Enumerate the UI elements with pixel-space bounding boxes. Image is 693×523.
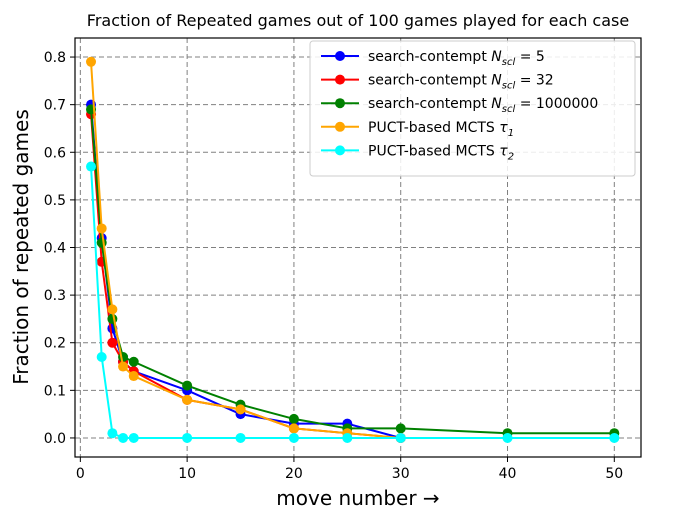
legend-marker <box>335 74 345 85</box>
y-tick-label: 0.7 <box>44 98 66 114</box>
chart-title: Fraction of Repeated games out of 100 ga… <box>87 11 629 30</box>
x-axis-label: move number → <box>276 486 439 510</box>
series-3 <box>86 56 406 443</box>
data-point <box>86 56 97 67</box>
data-point <box>107 313 118 324</box>
y-tick-label: 0.6 <box>44 145 66 161</box>
data-point <box>128 356 139 367</box>
x-tick-label: 20 <box>285 466 303 482</box>
legend-label-sub: scl <box>502 81 516 92</box>
data-point <box>118 352 129 363</box>
legend: search-contempt Nscl = 5search-contempt … <box>309 40 636 177</box>
legend-entry-2: search-contempt Nscl = 1000000 <box>321 96 598 115</box>
series-line <box>90 166 615 439</box>
x-tick-label: 50 <box>605 466 623 482</box>
y-tick-label: 0.1 <box>44 383 66 399</box>
data-point <box>235 432 246 443</box>
x-tick-label: 0 <box>76 466 85 482</box>
data-point <box>182 380 193 391</box>
data-point <box>107 428 118 439</box>
data-point <box>288 413 299 424</box>
legend-label-main: PUCT-based MCTS <box>368 120 499 136</box>
legend-marker <box>335 51 345 61</box>
legend-label-rest: = 32 <box>515 73 553 89</box>
series-4 <box>86 161 620 443</box>
data-point <box>86 161 97 172</box>
data-point <box>288 432 299 443</box>
legend-label-var: N <box>491 49 502 65</box>
legend-label-sub: scl <box>502 57 516 68</box>
data-point <box>118 361 129 372</box>
y-tick-label: 0.0 <box>44 431 66 447</box>
data-point <box>395 432 406 443</box>
legend-entry-3: PUCT-based MCTS τ1 <box>321 120 514 139</box>
legend-entry-0: search-contempt Nscl = 5 <box>321 49 545 68</box>
x-tick-label: 10 <box>178 466 196 482</box>
legend-label-rest: = 1000000 <box>515 96 598 112</box>
data-point <box>502 432 513 443</box>
series-line <box>90 61 401 439</box>
legend-label-sub: 2 <box>508 151 514 162</box>
data-point <box>235 404 246 415</box>
y-tick-label: 0.4 <box>44 241 66 257</box>
data-point <box>107 304 118 315</box>
legend-marker <box>335 121 345 132</box>
y-tick-label: 0.5 <box>44 193 66 209</box>
series-layer <box>86 56 620 443</box>
legend-label-main: search-contempt <box>368 96 491 112</box>
data-point <box>128 371 139 382</box>
data-point <box>118 432 129 443</box>
data-point <box>107 337 118 348</box>
legend-label-rest: = 5 <box>515 49 545 65</box>
data-point <box>288 423 299 434</box>
legend-label-var: N <box>491 96 502 112</box>
legend-label: search-contempt Nscl = 1000000 <box>368 96 598 115</box>
legend-label: search-contempt Nscl = 5 <box>368 49 545 68</box>
data-point <box>182 432 193 443</box>
data-point <box>96 352 107 363</box>
legend-box <box>309 40 636 177</box>
legend-label: PUCT-based MCTS τ2 <box>368 143 514 162</box>
y-tick-label: 0.2 <box>44 336 66 352</box>
legend-label-var: τ <box>499 143 508 159</box>
data-point <box>96 237 107 248</box>
x-tick-label: 30 <box>392 466 410 482</box>
legend-label-var: τ <box>499 120 508 136</box>
legend-label-main: search-contempt <box>368 73 491 89</box>
y-tick-label: 0.8 <box>44 50 66 66</box>
x-tick-label: 40 <box>499 466 517 482</box>
legend-entry-1: search-contempt Nscl = 32 <box>321 73 554 92</box>
y-axis-label: Fraction of repeated games <box>9 109 33 385</box>
legend-label-main: search-contempt <box>368 49 491 65</box>
data-point <box>182 394 193 405</box>
legend-marker <box>335 145 345 156</box>
data-point <box>395 423 406 434</box>
legend-label-sub: scl <box>502 104 516 115</box>
legend-label: search-contempt Nscl = 32 <box>368 73 554 92</box>
legend-label-var: N <box>491 73 502 89</box>
legend-label: PUCT-based MCTS τ1 <box>368 120 514 139</box>
tick-layer: 0 10 20 30 40 50 0.0 0.1 0.2 0.3 0.4 0.5 0.6 0.7 0.8 <box>44 50 623 482</box>
data-point <box>128 432 139 443</box>
legend-entry-4: PUCT-based MCTS τ2 <box>321 143 514 162</box>
legend-label-main: PUCT-based MCTS <box>368 143 499 159</box>
data-point <box>96 223 107 234</box>
data-point <box>609 432 620 443</box>
legend-marker <box>335 98 345 109</box>
y-tick-label: 0.3 <box>44 288 66 304</box>
data-point <box>342 432 353 443</box>
legend-label-sub: 1 <box>508 128 514 139</box>
